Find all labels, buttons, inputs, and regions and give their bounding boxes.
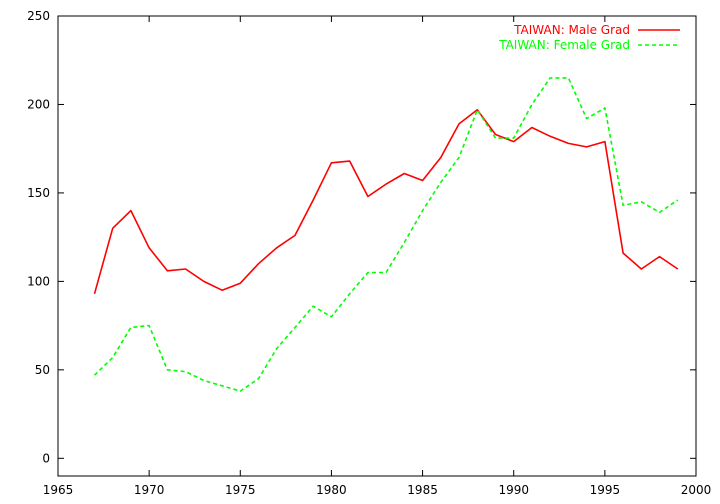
x-tick-label: 1985 xyxy=(407,483,438,497)
x-tick-label: 1990 xyxy=(498,483,529,497)
y-tick-label: 250 xyxy=(27,9,50,23)
x-axis: 1965 1970 1975 1980 1985 1990 1995 2000 xyxy=(43,16,712,497)
series-lines xyxy=(93,77,679,392)
y-tick-label: 150 xyxy=(27,186,50,200)
series-line-male-grad xyxy=(93,109,679,295)
plot-frame xyxy=(57,15,697,477)
y-axis: 0 50 100 150 200 250 xyxy=(27,9,696,465)
legend-label: TAIWAN: Male Grad xyxy=(513,23,630,37)
x-tick-label: 1970 xyxy=(134,483,165,497)
x-tick-label: 1975 xyxy=(225,483,256,497)
y-tick-label: 50 xyxy=(35,363,50,377)
y-tick-label: 100 xyxy=(27,274,50,288)
y-tick-label: 0 xyxy=(42,451,50,465)
x-tick-label: 2000 xyxy=(681,483,712,497)
y-tick-label: 200 xyxy=(27,97,50,111)
x-tick-label: 1995 xyxy=(590,483,621,497)
legend-label: TAIWAN: Female Grad xyxy=(498,38,630,52)
series-line-female-grad xyxy=(93,77,679,392)
x-tick-label: 1980 xyxy=(316,483,347,497)
x-tick-label: 1965 xyxy=(43,483,74,497)
